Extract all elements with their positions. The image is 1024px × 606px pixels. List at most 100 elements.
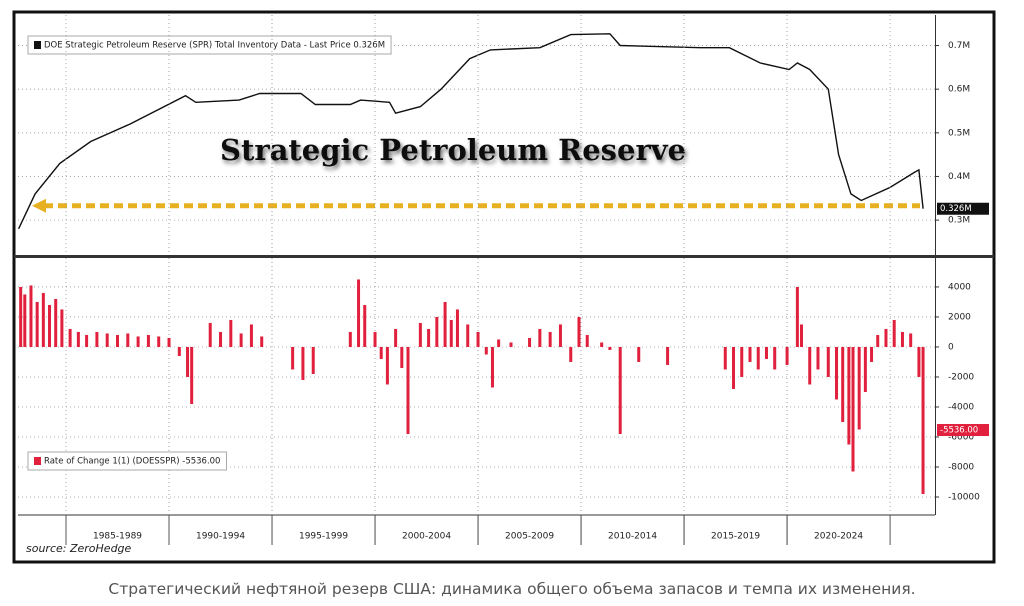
bar <box>847 346 851 445</box>
bar <box>363 304 367 347</box>
frame <box>12 10 996 564</box>
x-tick-label: 2000-2004 <box>402 532 451 542</box>
bar <box>23 294 27 347</box>
bar <box>427 328 431 347</box>
value-tag <box>937 202 989 215</box>
bar <box>799 324 803 347</box>
bar <box>876 334 880 347</box>
bar <box>577 316 581 347</box>
bar <box>585 334 589 347</box>
bar <box>348 331 352 347</box>
x-tick-label: 1990-1994 <box>196 532 245 542</box>
bar <box>443 301 447 347</box>
bar <box>538 328 542 347</box>
bar <box>60 309 64 347</box>
bar <box>600 342 604 347</box>
bar <box>732 346 736 389</box>
bar <box>85 334 89 347</box>
x-tick-label: 2010-2014 <box>608 532 657 542</box>
legend-label: DOE Strategic Petroleum Reserve (SPR) To… <box>44 41 385 51</box>
bar <box>385 346 389 385</box>
bar <box>311 346 315 374</box>
caption: Стратегический нефтяной резерв США: дина… <box>108 580 916 598</box>
value-tag-label: 0.326M <box>940 204 972 214</box>
bar <box>29 285 33 347</box>
bar <box>841 346 845 422</box>
y-tick-label: -8000 <box>948 462 974 472</box>
bar <box>301 346 305 380</box>
y-tick-label: 4000 <box>948 282 971 292</box>
legend: Rate of Change 1(1) (DOESSPR) -5536.00 <box>27 451 227 471</box>
line-series <box>17 33 924 230</box>
y-tick-label: 0.7M <box>948 41 970 51</box>
value-tag <box>937 424 989 437</box>
bar <box>157 336 161 347</box>
y-tick-label: -2000 <box>948 372 974 382</box>
bar <box>291 346 295 370</box>
legend-box <box>27 451 227 471</box>
bar <box>921 346 925 494</box>
bar <box>785 346 789 365</box>
bar <box>528 337 532 347</box>
legend: DOE Strategic Petroleum Reserve (SPR) To… <box>27 35 392 55</box>
bar <box>394 328 398 347</box>
y-tick-label: -4000 <box>948 402 974 412</box>
bar <box>449 319 453 347</box>
legend-swatch <box>34 457 41 465</box>
bar <box>260 336 264 347</box>
bar <box>400 346 404 368</box>
bar <box>146 334 150 347</box>
bar <box>190 346 194 404</box>
bar <box>863 346 867 392</box>
bar <box>666 346 670 365</box>
y-tick-label: 0.6M <box>948 85 970 95</box>
arrow-head <box>32 198 46 213</box>
bar <box>608 346 612 350</box>
bar <box>857 346 861 430</box>
bar <box>186 346 190 377</box>
bar <box>497 339 501 347</box>
bar <box>136 336 140 347</box>
bar <box>490 346 494 388</box>
bar <box>239 333 243 347</box>
y-tick-label: 0.3M <box>948 216 970 226</box>
x-tick-label: 1985-1989 <box>93 532 142 542</box>
bar <box>116 334 120 347</box>
bar <box>476 331 480 347</box>
panel: 4000 2000 0 -2000 -4000 -6000 -8000 -10000 1985-… <box>18 15 989 545</box>
legend-label: Rate of Change 1(1) (DOESSPR) -5536.00 <box>44 457 220 467</box>
x-tick-label: 2020-2024 <box>814 532 863 542</box>
y-tick-label: 0.4M <box>948 172 970 182</box>
bar <box>618 346 622 434</box>
annotation: Strategic Petroleum Reserve <box>220 133 686 167</box>
bar <box>379 346 383 359</box>
bar <box>484 346 488 355</box>
bar <box>19 286 23 347</box>
legend-box <box>27 35 392 55</box>
legend-swatch <box>34 41 41 49</box>
bar <box>41 292 45 347</box>
y-tick-label: 2000 <box>948 312 971 322</box>
y-tick-label: 0.5M <box>948 128 970 138</box>
x-tick-label: 1995-1999 <box>299 532 348 542</box>
bar <box>406 346 410 434</box>
bar <box>870 346 874 362</box>
bar <box>773 346 777 370</box>
y-tick-label: -6000 <box>948 432 974 442</box>
bar <box>884 328 888 347</box>
bar <box>637 346 641 362</box>
source: source: ZeroHedge <box>26 542 132 555</box>
bar <box>167 337 171 347</box>
bar <box>816 346 820 370</box>
bar <box>219 331 223 347</box>
bar <box>466 324 470 347</box>
bar <box>808 346 812 385</box>
bar <box>208 322 212 347</box>
bar <box>835 346 839 400</box>
bar <box>373 331 377 347</box>
bar <box>455 309 459 347</box>
bar <box>558 324 562 347</box>
bar <box>569 346 573 362</box>
bar <box>723 346 727 370</box>
bar <box>48 304 52 347</box>
